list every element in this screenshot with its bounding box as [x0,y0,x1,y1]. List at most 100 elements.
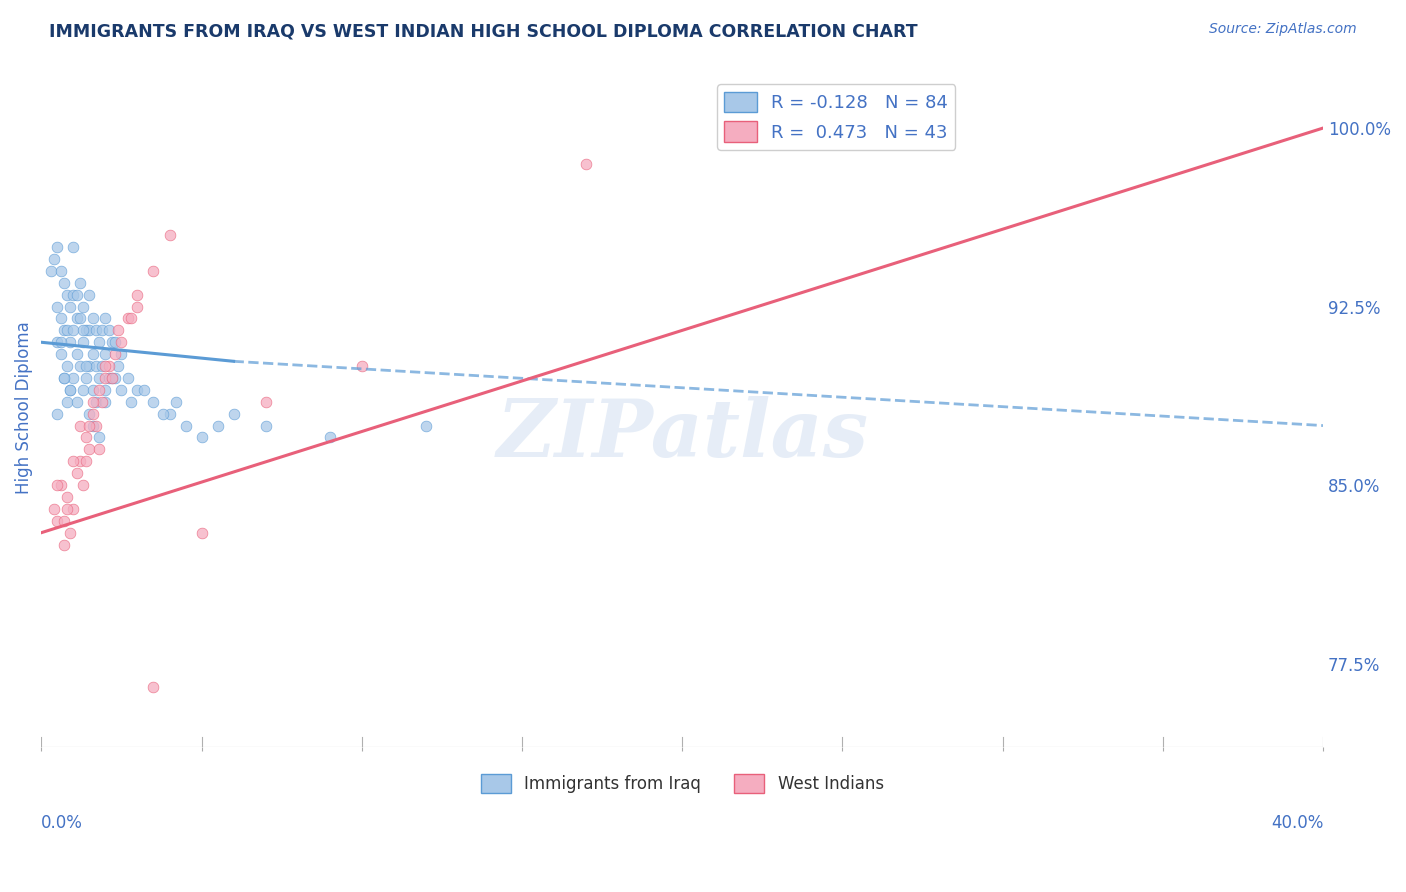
Point [84,418,107,433]
Point [87,430,110,444]
Point [59,300,82,314]
Point [117,311,139,326]
Point [49,311,72,326]
Point [97,371,120,385]
Point [87,335,110,350]
Point [62,287,84,301]
Point [56,394,79,409]
Point [44,501,66,516]
Point [110,383,132,397]
Point [79,359,101,373]
Point [65,394,87,409]
Point [319,430,342,444]
Y-axis label: High School Diploma: High School Diploma [15,321,32,494]
Point [65,287,87,301]
Point [49,478,72,492]
Point [82,347,104,361]
Point [46,514,69,528]
Point [84,359,107,373]
Point [79,418,101,433]
Point [91,359,114,373]
Point [350,359,373,373]
Point [87,371,110,385]
Point [49,347,72,361]
Point [94,371,117,385]
Point [79,407,101,421]
Point [52,371,75,385]
Point [142,681,165,695]
Point [120,311,142,326]
Point [110,335,132,350]
Point [127,287,149,301]
Point [72,323,94,337]
Point [107,323,129,337]
Point [46,478,69,492]
Point [82,311,104,326]
Point [59,525,82,540]
Text: 40.0%: 40.0% [1271,814,1323,831]
Point [254,394,277,409]
Point [91,323,114,337]
Point [69,418,91,433]
Point [94,311,117,326]
Point [87,442,110,457]
Point [82,418,104,433]
Point [52,371,75,385]
Point [52,276,75,290]
Point [44,252,66,266]
Point [94,383,117,397]
Point [75,430,97,444]
Point [62,454,84,468]
Point [91,394,114,409]
Point [142,394,165,409]
Point [101,371,124,385]
Point [75,371,97,385]
Point [94,394,117,409]
Text: ZIPatlas: ZIPatlas [496,396,869,474]
Point [97,323,120,337]
Point [56,501,79,516]
Point [49,335,72,350]
Point [117,371,139,385]
Text: IMMIGRANTS FROM IRAQ VS WEST INDIAN HIGH SCHOOL DIPLOMA CORRELATION CHART: IMMIGRANTS FROM IRAQ VS WEST INDIAN HIGH… [49,22,918,40]
Point [152,407,174,421]
Point [104,371,127,385]
Point [132,383,155,397]
Point [190,430,212,444]
Point [59,383,82,397]
Point [82,407,104,421]
Point [39,264,62,278]
Point [62,240,84,254]
Point [72,383,94,397]
Point [62,371,84,385]
Point [101,335,124,350]
Point [415,418,437,433]
Point [75,323,97,337]
Point [207,418,229,433]
Point [101,371,124,385]
Point [69,359,91,373]
Point [69,311,91,326]
Point [46,240,69,254]
Point [52,538,75,552]
Point [49,264,72,278]
Point [165,394,187,409]
Point [159,228,181,243]
Point [127,300,149,314]
Point [59,383,82,397]
Point [79,323,101,337]
Point [159,407,181,421]
Point [46,300,69,314]
Point [82,394,104,409]
Point [142,264,165,278]
Text: 0.0%: 0.0% [41,814,83,831]
Point [65,347,87,361]
Point [56,359,79,373]
Point [56,490,79,504]
Point [65,311,87,326]
Point [52,323,75,337]
Point [79,287,101,301]
Point [62,501,84,516]
Point [120,394,142,409]
Point [94,359,117,373]
